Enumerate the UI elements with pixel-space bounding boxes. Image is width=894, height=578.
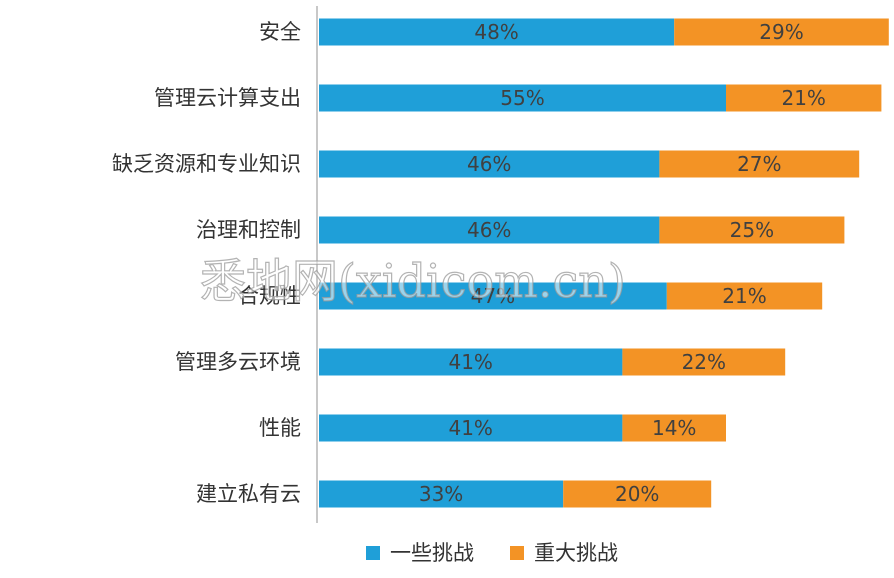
bar-major-challenge	[726, 84, 882, 112]
labels-layer: 安全 48% 29% 管理云计算支出 55% 21% 缺乏资源和专业知识 46% 27% 治理和控…	[112, 20, 826, 506]
data-label: 33%	[419, 482, 463, 506]
bar-some-challenge	[319, 282, 667, 310]
bar-major-challenge	[674, 18, 889, 46]
category-label: 治理和控制	[196, 218, 301, 242]
data-label: 55%	[500, 86, 544, 110]
category-label: 安全	[259, 20, 301, 44]
legend-swatch-major-challenge	[510, 546, 524, 560]
data-label: 41%	[448, 350, 492, 374]
category-label: 管理多云环境	[175, 350, 301, 374]
bar-major-challenge	[622, 348, 786, 376]
bar-some-challenge	[319, 414, 623, 442]
data-label: 29%	[759, 20, 803, 44]
bar-major-challenge	[622, 414, 726, 442]
bar-major-challenge	[666, 282, 823, 310]
bar-major-challenge	[563, 480, 712, 508]
bar-some-challenge	[319, 480, 564, 508]
data-label: 21%	[781, 86, 825, 110]
data-label: 41%	[448, 416, 492, 440]
data-label: 20%	[615, 482, 659, 506]
category-label: 管理云计算支出	[154, 86, 301, 110]
legend-label-major-challenge: 重大挑战	[534, 541, 618, 565]
bar-some-challenge	[319, 216, 660, 244]
legend-label-some-challenge: 一些挑战	[390, 541, 474, 565]
category-label: 缺乏资源和专业知识	[112, 152, 301, 176]
data-label: 47%	[471, 284, 515, 308]
bar-major-challenge	[659, 150, 860, 178]
data-label: 14%	[652, 416, 696, 440]
data-label: 22%	[682, 350, 726, 374]
data-label: 25%	[730, 218, 774, 242]
category-label: 性能	[259, 416, 301, 440]
bars-layer	[319, 18, 889, 508]
bar-major-challenge	[659, 216, 845, 244]
watermark-text: 悉地网(xidicom.cn)	[200, 254, 626, 308]
data-label: 46%	[467, 152, 511, 176]
bar-some-challenge	[319, 18, 675, 46]
data-label: 21%	[722, 284, 766, 308]
data-label: 46%	[467, 218, 511, 242]
legend: 一些挑战 重大挑战	[366, 541, 618, 565]
bar-some-challenge	[319, 150, 660, 178]
category-label: 合规性	[238, 284, 301, 308]
bar-some-challenge	[319, 84, 726, 112]
category-label: 建立私有云	[196, 482, 301, 506]
data-label: 48%	[474, 20, 518, 44]
data-label: 27%	[737, 152, 781, 176]
bar-some-challenge	[319, 348, 623, 376]
legend-swatch-some-challenge	[366, 546, 380, 560]
